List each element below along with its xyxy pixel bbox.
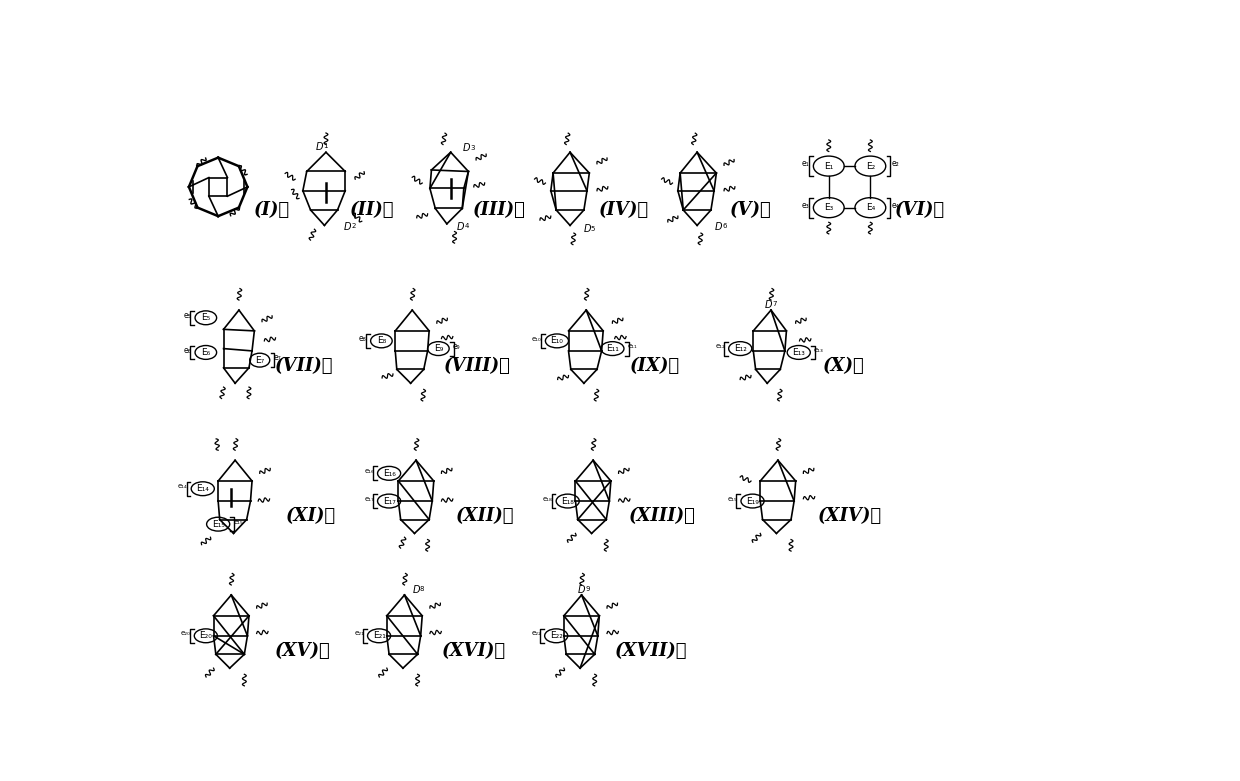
Text: D: D bbox=[412, 585, 420, 594]
Text: (XIV)、: (XIV)、 bbox=[817, 508, 882, 526]
Text: 9: 9 bbox=[585, 586, 590, 592]
Text: E₁₃: E₁₃ bbox=[792, 348, 805, 357]
Text: e₄: e₄ bbox=[892, 201, 899, 210]
Text: E₂: E₂ bbox=[866, 162, 875, 170]
Text: e₈: e₈ bbox=[360, 334, 367, 343]
Text: e₂: e₂ bbox=[892, 159, 900, 168]
Text: e₉: e₉ bbox=[453, 342, 461, 351]
Text: (V)、: (V)、 bbox=[730, 201, 771, 219]
Text: e₁₀: e₁₀ bbox=[532, 336, 542, 341]
Text: E₁₅: E₁₅ bbox=[212, 519, 224, 529]
Text: e₁₄: e₁₄ bbox=[177, 483, 187, 490]
Text: 5: 5 bbox=[590, 226, 595, 231]
Text: (XVI)、: (XVI)、 bbox=[441, 642, 506, 660]
Text: 1: 1 bbox=[324, 143, 329, 149]
Text: (X)、: (X)、 bbox=[822, 357, 864, 376]
Text: E₅: E₅ bbox=[201, 313, 211, 323]
Text: (XVII)、: (XVII)、 bbox=[615, 642, 687, 660]
Text: e₇: e₇ bbox=[274, 353, 281, 362]
Text: (I)、: (I)、 bbox=[254, 201, 290, 219]
Text: E₁₈: E₁₈ bbox=[562, 497, 574, 505]
Text: (XII)、: (XII)、 bbox=[456, 508, 515, 526]
Text: e₃: e₃ bbox=[802, 201, 810, 210]
Text: E₃: E₃ bbox=[825, 203, 833, 212]
Text: 2: 2 bbox=[351, 223, 356, 230]
Text: e₁₁: e₁₁ bbox=[627, 344, 637, 349]
Text: D: D bbox=[715, 222, 723, 232]
Text: e₅: e₅ bbox=[184, 311, 191, 320]
Text: (IV)、: (IV)、 bbox=[599, 201, 649, 219]
Text: e₁: e₁ bbox=[802, 159, 810, 168]
Text: 4: 4 bbox=[465, 223, 469, 230]
Text: e₂₂: e₂₂ bbox=[531, 630, 541, 637]
Text: D: D bbox=[578, 585, 585, 594]
Text: (XIII)、: (XIII)、 bbox=[629, 508, 696, 526]
Text: (VIII)、: (VIII)、 bbox=[444, 357, 511, 376]
Text: e₁₈: e₁₈ bbox=[543, 496, 553, 501]
Text: 3: 3 bbox=[470, 144, 475, 151]
Text: (IX)、: (IX)、 bbox=[630, 357, 680, 376]
Text: E₄: E₄ bbox=[866, 203, 875, 212]
Text: (II)、: (II)、 bbox=[350, 201, 394, 219]
Text: E₁: E₁ bbox=[825, 162, 833, 170]
Text: D: D bbox=[765, 300, 773, 310]
Text: D: D bbox=[583, 224, 590, 234]
Text: E₂₁: E₂₁ bbox=[373, 631, 386, 640]
Text: E₁₇: E₁₇ bbox=[383, 497, 396, 505]
Text: e₁₉: e₁₉ bbox=[728, 496, 738, 501]
Text: D: D bbox=[316, 142, 324, 152]
Text: e₁₂: e₁₂ bbox=[715, 344, 725, 349]
Text: 8: 8 bbox=[420, 586, 424, 592]
Text: E₈: E₈ bbox=[377, 337, 386, 345]
Text: e₁₅: e₁₅ bbox=[233, 519, 243, 525]
Text: E₂₀: E₂₀ bbox=[200, 631, 212, 640]
Text: E₁₀: E₁₀ bbox=[551, 337, 563, 345]
Text: 7: 7 bbox=[773, 301, 777, 307]
Text: E₁₂: E₁₂ bbox=[734, 344, 746, 353]
Text: E₁₄: E₁₄ bbox=[196, 484, 210, 494]
Text: (VII)、: (VII)、 bbox=[275, 357, 334, 376]
Text: e₁₃: e₁₃ bbox=[813, 347, 823, 353]
Text: (VI)、: (VI)、 bbox=[895, 201, 945, 219]
Text: E₆: E₆ bbox=[201, 348, 211, 357]
Text: D: D bbox=[458, 222, 465, 232]
Text: (XI)、: (XI)、 bbox=[285, 508, 336, 526]
Text: e₁₇: e₁₇ bbox=[365, 496, 374, 501]
Text: D: D bbox=[463, 144, 470, 153]
Text: e₂₀: e₂₀ bbox=[181, 630, 191, 637]
Text: E₂₂: E₂₂ bbox=[549, 631, 563, 640]
Text: E₉: E₉ bbox=[434, 344, 443, 353]
Text: E₁₁: E₁₁ bbox=[606, 344, 619, 353]
Text: D: D bbox=[343, 222, 351, 232]
Text: (III)、: (III)、 bbox=[472, 201, 526, 219]
Text: E₁₉: E₁₉ bbox=[746, 497, 759, 505]
Text: E₁₆: E₁₆ bbox=[383, 469, 396, 478]
Text: e₁₆: e₁₆ bbox=[365, 468, 374, 474]
Text: e₆: e₆ bbox=[184, 346, 191, 355]
Text: e₂₁: e₂₁ bbox=[355, 630, 365, 637]
Text: (XV)、: (XV)、 bbox=[275, 642, 331, 660]
Text: 6: 6 bbox=[723, 223, 727, 230]
Text: E₇: E₇ bbox=[255, 355, 264, 365]
